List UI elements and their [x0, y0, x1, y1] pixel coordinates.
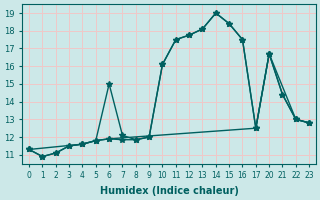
X-axis label: Humidex (Indice chaleur): Humidex (Indice chaleur) — [100, 186, 239, 196]
